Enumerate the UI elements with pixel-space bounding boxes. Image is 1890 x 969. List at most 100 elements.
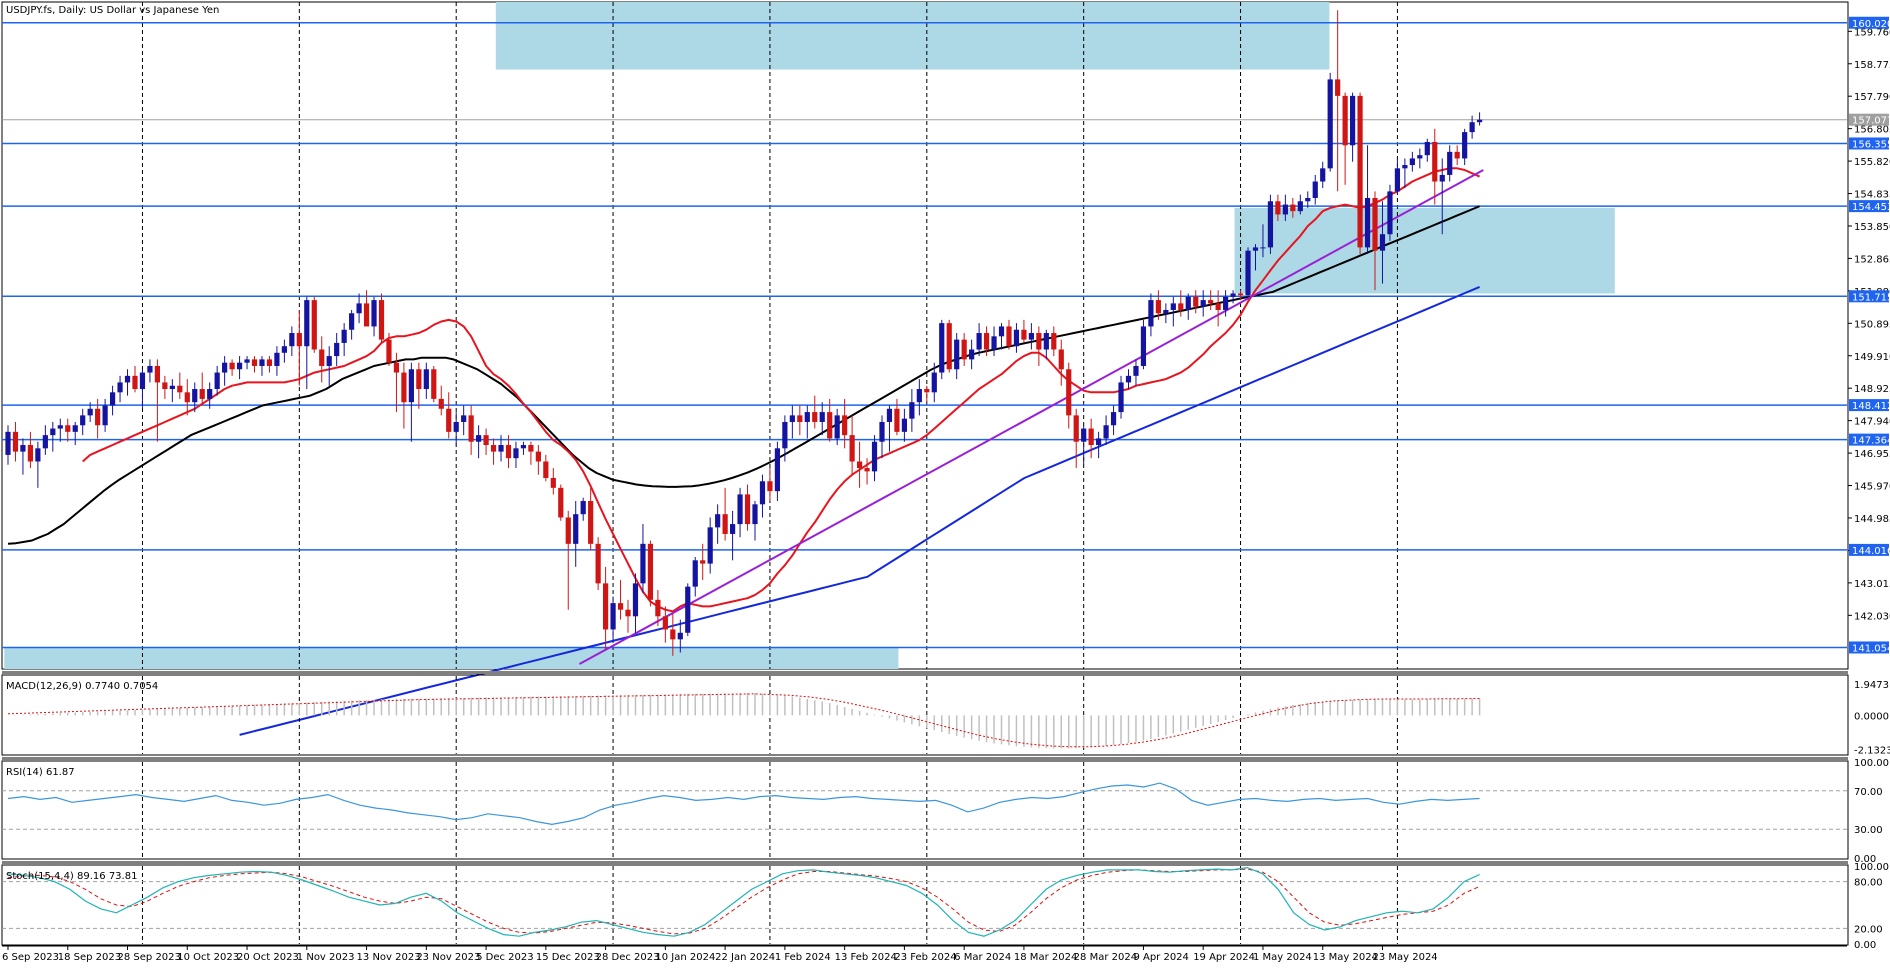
macd-panel[interactable]: MACD(12,26,9) 0.7740 0.7054 1.9473 0.0000… bbox=[1, 674, 1890, 757]
candle bbox=[1327, 72, 1333, 172]
candle bbox=[1140, 319, 1147, 370]
panel-separator[interactable] bbox=[2, 757, 1848, 760]
candle bbox=[177, 372, 183, 399]
candle-body bbox=[50, 428, 56, 436]
candle-body bbox=[1245, 250, 1251, 296]
candle-body bbox=[939, 323, 945, 373]
candle bbox=[102, 398, 108, 432]
candle-body bbox=[222, 362, 228, 373]
zone-rect bbox=[1234, 207, 1615, 294]
level-badge bbox=[1849, 137, 1889, 150]
candle bbox=[1036, 326, 1042, 366]
candle-body bbox=[1081, 428, 1087, 442]
candle-body bbox=[901, 418, 907, 432]
candle bbox=[1006, 319, 1012, 350]
candle-body bbox=[1230, 293, 1236, 297]
candle bbox=[894, 398, 900, 436]
trendline[interactable] bbox=[578, 169, 1484, 665]
price-tick-label: 158.775 bbox=[1854, 60, 1890, 71]
price-candles bbox=[5, 10, 1483, 656]
candle-body bbox=[423, 369, 429, 390]
candle-body bbox=[1125, 375, 1132, 383]
candle bbox=[80, 408, 86, 436]
candle bbox=[341, 323, 347, 357]
candle bbox=[662, 606, 668, 643]
candle bbox=[1028, 323, 1034, 350]
level-badge-label: 156.355 bbox=[1852, 139, 1890, 150]
candle bbox=[1223, 290, 1229, 317]
candle bbox=[1043, 329, 1049, 360]
candle-body bbox=[1290, 204, 1296, 212]
candle bbox=[1462, 128, 1468, 166]
candle bbox=[1021, 319, 1027, 343]
candle-body bbox=[991, 336, 997, 350]
candle bbox=[50, 421, 56, 452]
candle-body bbox=[1402, 165, 1408, 169]
candle-body bbox=[236, 362, 243, 370]
candle bbox=[169, 379, 175, 403]
candle-body bbox=[565, 517, 571, 544]
candle bbox=[976, 323, 982, 357]
time-tick-label: 13 Nov 2023 bbox=[357, 952, 421, 963]
level-badge bbox=[1849, 641, 1889, 654]
candle-body bbox=[12, 431, 19, 452]
candle bbox=[386, 333, 392, 366]
candle-body bbox=[744, 494, 751, 525]
candle-body bbox=[1170, 303, 1176, 310]
candle bbox=[931, 362, 937, 403]
ema-fast-line bbox=[82, 167, 1481, 613]
stochastic-panel[interactable]: Stoch(15,4,4) 89.16 73.81 100.00 80.00 20.… bbox=[1, 862, 1889, 951]
candle-body bbox=[954, 339, 960, 370]
candle-body bbox=[229, 362, 235, 370]
candle-body bbox=[1110, 412, 1117, 426]
candle-body bbox=[677, 632, 683, 640]
candle bbox=[819, 402, 825, 436]
vertical-grid-lines bbox=[141, 2, 1398, 669]
candle-body bbox=[1327, 79, 1333, 169]
panel-separator[interactable] bbox=[2, 861, 1848, 864]
candle-body bbox=[132, 375, 138, 390]
candle bbox=[886, 405, 893, 452]
candle-body bbox=[490, 445, 497, 452]
candle-body bbox=[393, 362, 400, 373]
candle-body bbox=[408, 369, 414, 403]
candle-body bbox=[969, 349, 975, 360]
sma-slow-line bbox=[239, 285, 1480, 736]
candle-body bbox=[998, 326, 1005, 337]
candle-body bbox=[812, 412, 818, 422]
panel-separator[interactable] bbox=[2, 671, 1848, 674]
price-tick-label: 154.835 bbox=[1854, 190, 1890, 201]
price-tick-label: 159.760 bbox=[1854, 27, 1890, 38]
candle bbox=[1409, 151, 1415, 172]
price-tick-label: 146.955 bbox=[1854, 449, 1890, 460]
candle-body bbox=[1432, 141, 1438, 182]
rsi-panel[interactable]: RSI(14) 61.87 100.00 70.00 30.00 0.00 bbox=[1, 758, 1889, 865]
candle bbox=[438, 385, 444, 416]
candle bbox=[423, 362, 429, 399]
candle-body bbox=[244, 359, 250, 363]
candle-body bbox=[894, 408, 900, 432]
candle-body bbox=[707, 527, 713, 564]
candle-body bbox=[662, 616, 668, 630]
candle bbox=[715, 504, 721, 544]
candle bbox=[109, 385, 116, 416]
candle-body bbox=[976, 333, 982, 350]
candle-body bbox=[117, 382, 123, 393]
candle bbox=[35, 441, 41, 488]
candle-body bbox=[378, 300, 385, 340]
candle-body bbox=[1237, 293, 1244, 296]
time-tick-label: 10 Jan 2024 bbox=[655, 952, 715, 963]
candle bbox=[744, 484, 751, 531]
stochastic-main-line bbox=[7, 866, 1480, 937]
price-tick-label: 153.850 bbox=[1854, 222, 1890, 233]
candle-body bbox=[1342, 95, 1348, 146]
candle-body bbox=[1021, 329, 1027, 340]
candle bbox=[961, 333, 967, 366]
price-axis[interactable]: 159.760 158.775 157.790 156.805 155.820 154.8… bbox=[1848, 0, 1890, 965]
time-tick-label: 1 May 2024 bbox=[1253, 952, 1312, 963]
candle-body bbox=[446, 408, 452, 432]
